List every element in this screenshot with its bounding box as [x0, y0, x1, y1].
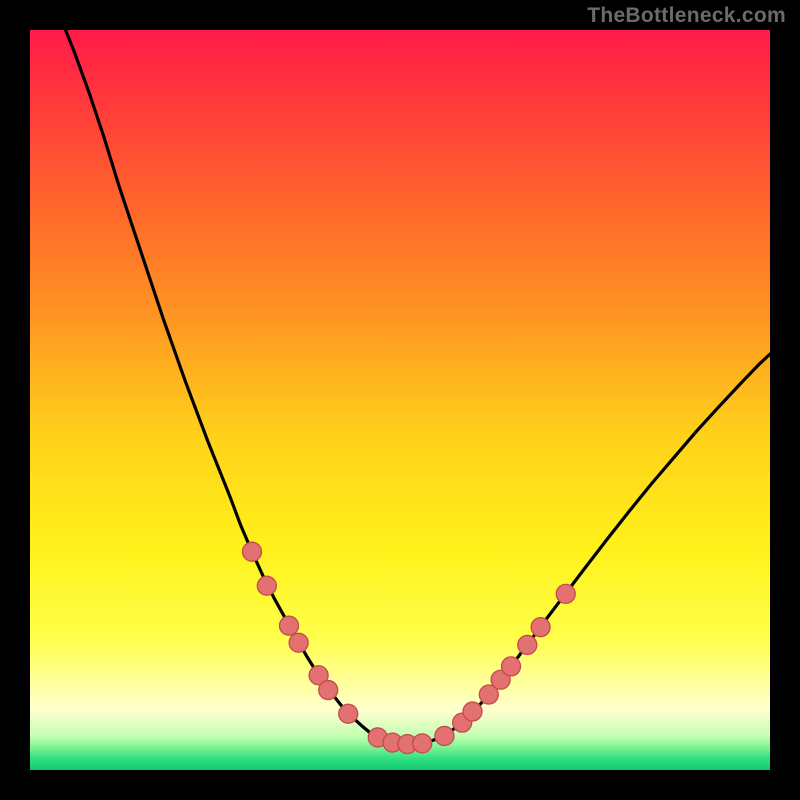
curve-marker [257, 576, 276, 595]
curve-marker [289, 633, 308, 652]
gradient-background [30, 30, 770, 770]
outer-frame: TheBottleneck.com [0, 0, 800, 800]
curve-marker [243, 542, 262, 561]
watermark-text: TheBottleneck.com [587, 4, 786, 28]
curve-marker [435, 726, 454, 745]
curve-marker [531, 618, 550, 637]
curve-marker [463, 702, 482, 721]
curve-marker [413, 734, 432, 753]
curve-marker [319, 681, 338, 700]
plot-svg [30, 30, 770, 770]
curve-marker [502, 657, 521, 676]
curve-marker [518, 635, 537, 654]
curve-marker [280, 616, 299, 635]
curve-marker [556, 584, 575, 603]
plot-area [30, 30, 770, 770]
curve-marker [339, 704, 358, 723]
